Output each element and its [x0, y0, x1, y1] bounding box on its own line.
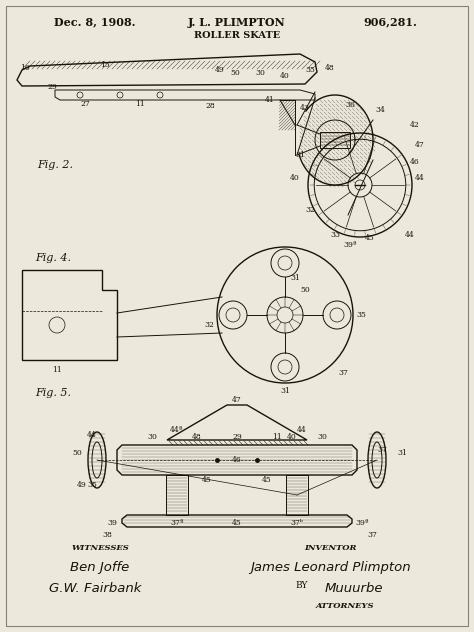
Text: 45: 45 — [232, 519, 242, 527]
Text: 47: 47 — [232, 396, 242, 404]
Text: 42: 42 — [410, 121, 420, 129]
Text: 27: 27 — [80, 100, 90, 108]
Text: 48: 48 — [325, 64, 335, 72]
Text: 31: 31 — [290, 274, 300, 282]
Text: G.W. Fairbank: G.W. Fairbank — [49, 581, 141, 595]
Text: Ben Joffe: Ben Joffe — [70, 561, 129, 574]
Text: 31: 31 — [397, 449, 407, 457]
Text: 30: 30 — [255, 69, 265, 77]
Text: 38: 38 — [102, 531, 112, 539]
Text: 44: 44 — [297, 426, 307, 434]
Bar — [320, 132, 350, 148]
Text: Fig. 4.: Fig. 4. — [35, 253, 71, 263]
Text: 44ª: 44ª — [170, 426, 184, 434]
Text: 28: 28 — [205, 102, 215, 110]
Text: 40: 40 — [280, 72, 290, 80]
Text: 44: 44 — [87, 431, 97, 439]
Text: 50: 50 — [72, 449, 82, 457]
Text: 46: 46 — [410, 158, 420, 166]
Bar — [286, 475, 308, 515]
Text: 46: 46 — [232, 456, 242, 464]
Text: 29: 29 — [232, 433, 242, 441]
Text: 37: 37 — [377, 446, 387, 454]
Text: 37ᵇ: 37ᵇ — [291, 519, 303, 527]
Text: 35: 35 — [305, 66, 315, 74]
Text: 44: 44 — [415, 174, 425, 182]
Text: J. L. PLIMPTON: J. L. PLIMPTON — [188, 16, 286, 28]
Text: 45: 45 — [365, 234, 375, 242]
Text: 39ª: 39ª — [343, 241, 357, 249]
Text: 33: 33 — [330, 231, 340, 239]
Text: 36: 36 — [345, 101, 355, 109]
Text: 49: 49 — [77, 481, 87, 489]
Text: 10: 10 — [20, 64, 30, 72]
Text: 37ª: 37ª — [170, 519, 184, 527]
Text: 30: 30 — [317, 433, 327, 441]
Text: INVENTOR: INVENTOR — [304, 544, 356, 552]
Text: 31: 31 — [280, 387, 290, 395]
Text: 32: 32 — [204, 321, 214, 329]
Text: 11: 11 — [135, 100, 145, 108]
Text: Dec. 8, 1908.: Dec. 8, 1908. — [54, 16, 136, 28]
Text: WITNESSES: WITNESSES — [71, 544, 129, 552]
Text: ATTORNEYS: ATTORNEYS — [316, 602, 374, 610]
Text: 37: 37 — [367, 531, 377, 539]
Text: 31: 31 — [295, 151, 305, 159]
Text: 45: 45 — [202, 476, 212, 484]
Text: 15: 15 — [100, 61, 110, 69]
Text: 40: 40 — [287, 433, 297, 441]
Text: 35: 35 — [356, 311, 366, 319]
Text: 45: 45 — [262, 476, 272, 484]
Text: ROLLER SKATE: ROLLER SKATE — [194, 32, 280, 40]
Text: 35: 35 — [87, 481, 97, 489]
Text: 37: 37 — [338, 369, 348, 377]
Text: 39ª: 39ª — [355, 519, 369, 527]
Text: 50: 50 — [300, 286, 310, 294]
Text: 34: 34 — [375, 106, 385, 114]
Text: Fig. 5.: Fig. 5. — [35, 388, 71, 398]
Text: 41: 41 — [265, 96, 275, 104]
Text: 50: 50 — [230, 69, 240, 77]
Text: 11: 11 — [272, 433, 282, 441]
Text: 906,281.: 906,281. — [363, 16, 417, 28]
Text: 49: 49 — [215, 66, 225, 74]
Text: 30: 30 — [147, 433, 157, 441]
Text: 43: 43 — [300, 104, 310, 112]
Text: 40: 40 — [290, 174, 300, 182]
Text: 32: 32 — [305, 206, 315, 214]
Text: Muuurbe: Muuurbe — [325, 581, 383, 595]
Text: 39: 39 — [107, 519, 117, 527]
Text: Fig. 2.: Fig. 2. — [37, 160, 73, 170]
Text: 29: 29 — [47, 83, 57, 91]
Text: 47: 47 — [415, 141, 425, 149]
Bar — [166, 475, 188, 515]
Text: James Leonard Plimpton: James Leonard Plimpton — [250, 561, 410, 574]
Text: 11: 11 — [52, 366, 62, 374]
Text: 48: 48 — [192, 433, 202, 441]
Text: BY: BY — [295, 581, 308, 590]
Text: 44: 44 — [405, 231, 415, 239]
